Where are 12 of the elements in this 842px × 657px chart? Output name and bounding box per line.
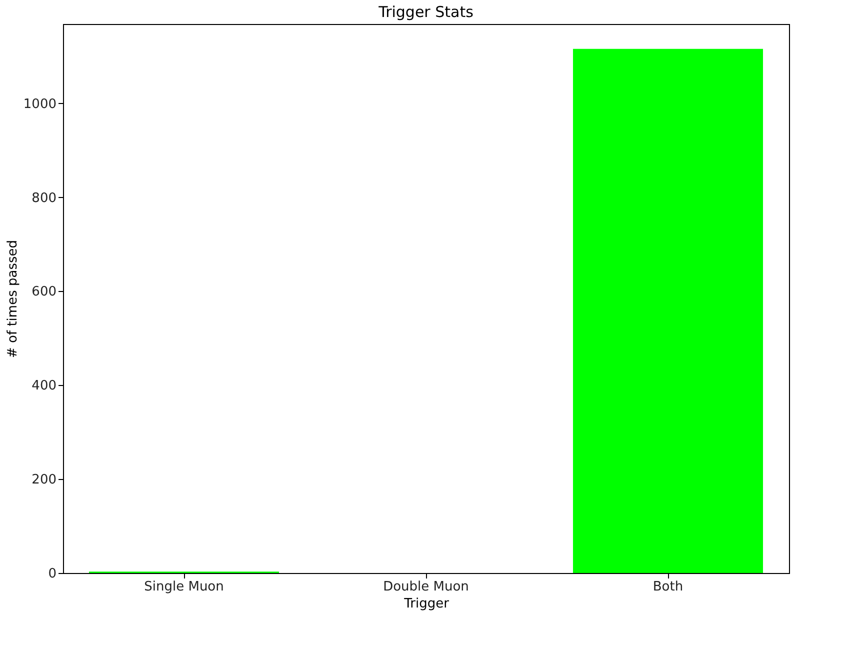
x-axis-title: Trigger bbox=[403, 596, 450, 612]
y-tick-label: 800 bbox=[32, 190, 56, 206]
y-axis-title: # of times passed bbox=[5, 240, 20, 358]
y-tick-label: 600 bbox=[32, 284, 56, 300]
y-tick-label: 0 bbox=[48, 566, 56, 582]
y-tick-label: 200 bbox=[32, 472, 56, 488]
y-tick-label: 400 bbox=[32, 378, 56, 394]
x-tick-label: Single Muon bbox=[144, 580, 224, 594]
chart-title: Trigger Stats bbox=[378, 3, 474, 21]
x-tick-label: Double Muon bbox=[383, 580, 469, 594]
x-tick-label: Both bbox=[652, 580, 684, 594]
y-tick-label: 1000 bbox=[23, 96, 56, 112]
